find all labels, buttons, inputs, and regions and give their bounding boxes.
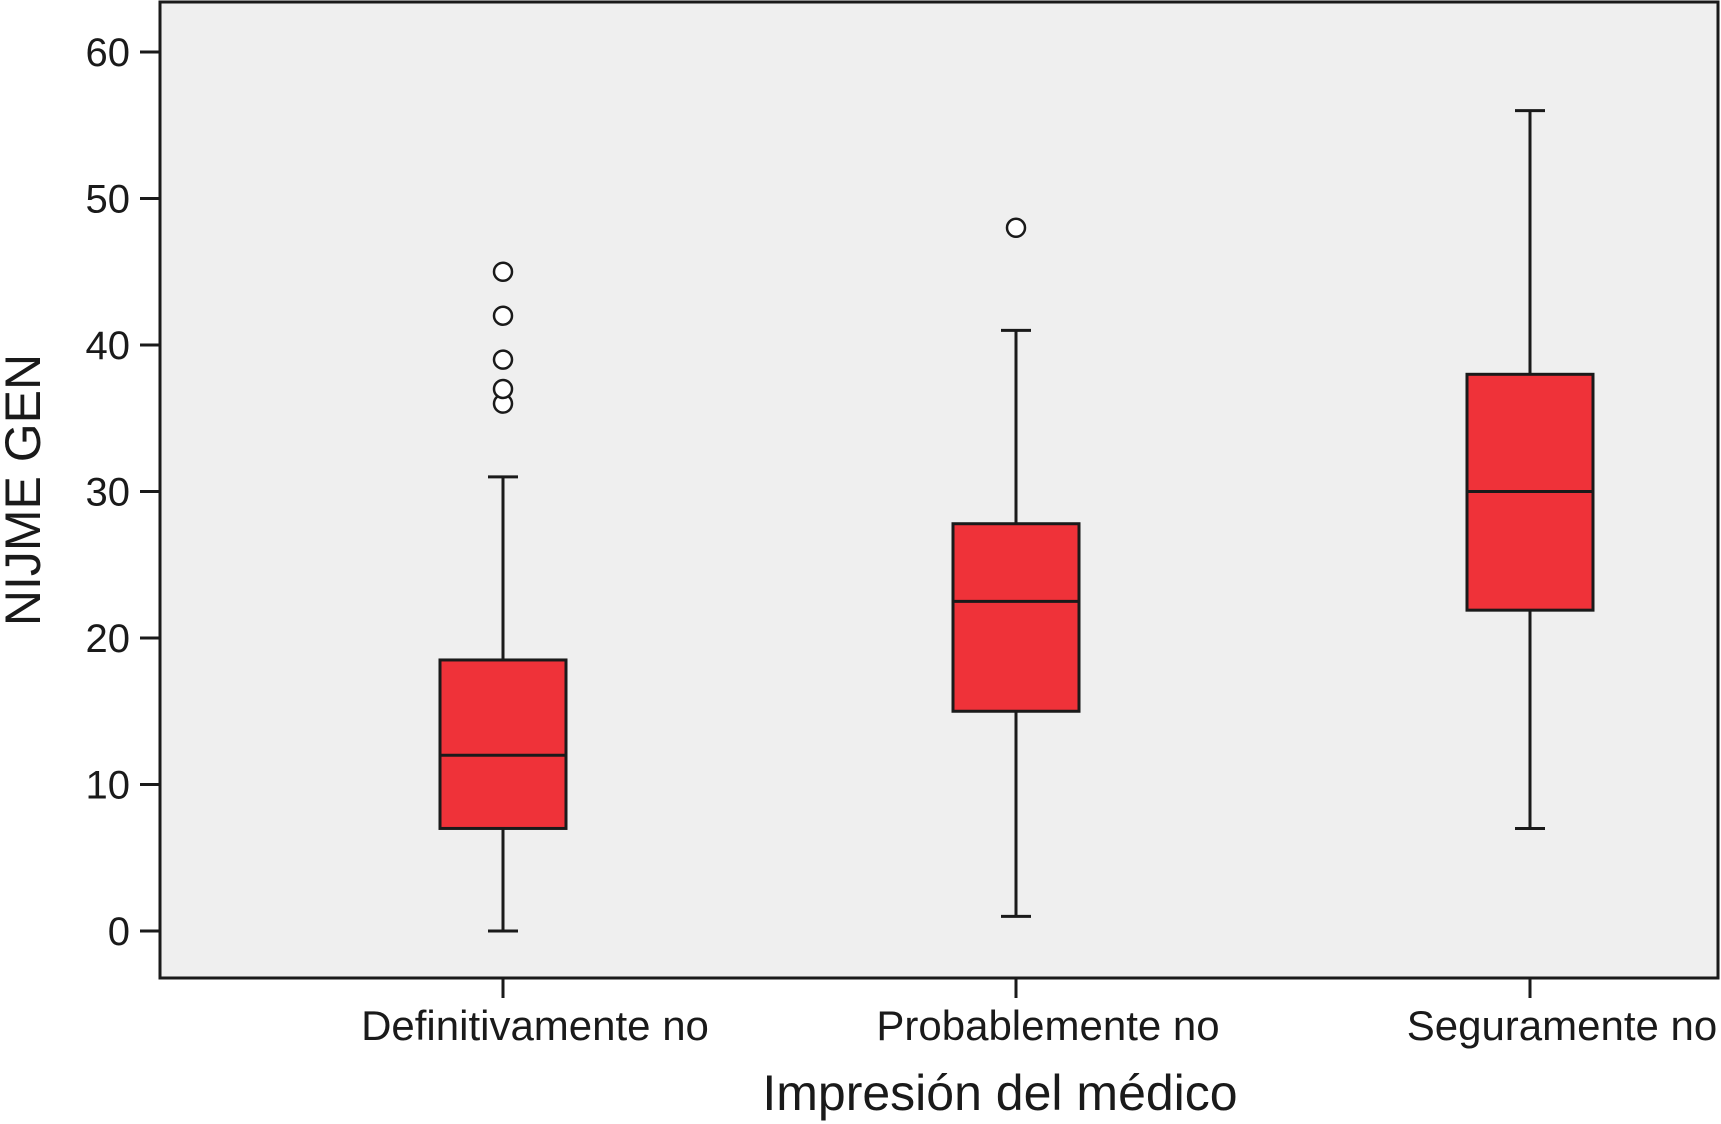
y-tick-label: 50 [86,178,131,222]
y-axis-title: NIJME GEN [0,354,51,626]
box-2 [951,217,1081,918]
outlier-point [492,378,514,400]
plot-area [158,0,1720,980]
x-tick-label: Definitivamente no [361,1002,709,1049]
box-3 [1465,109,1595,830]
y-tick-label: 30 [86,471,131,515]
outlier-point [492,261,514,282]
outlier-point [492,305,514,326]
y-tick-label: 0 [108,910,130,954]
y-tick-label: 10 [86,764,131,808]
y-tick-label: 60 [86,31,131,75]
x-tick-label: Probablemente no [876,1002,1219,1049]
iqr-box [438,658,568,830]
box-1 [438,261,568,933]
x-tick-label: Seguramente no [1407,1002,1718,1049]
y-tick-label: 20 [86,617,131,661]
iqr-box [951,522,1081,713]
y-tick-label: 40 [86,324,131,368]
y-axis: 0 10 20 30 40 50 60 [86,31,160,954]
x-axis-title: Impresión del médico [762,1065,1237,1121]
outlier-point [1005,217,1027,239]
x-axis: Definitivamente no Probablemente no Segura… [361,978,1717,1049]
outlier-point [492,349,514,370]
box-series [438,109,1595,933]
